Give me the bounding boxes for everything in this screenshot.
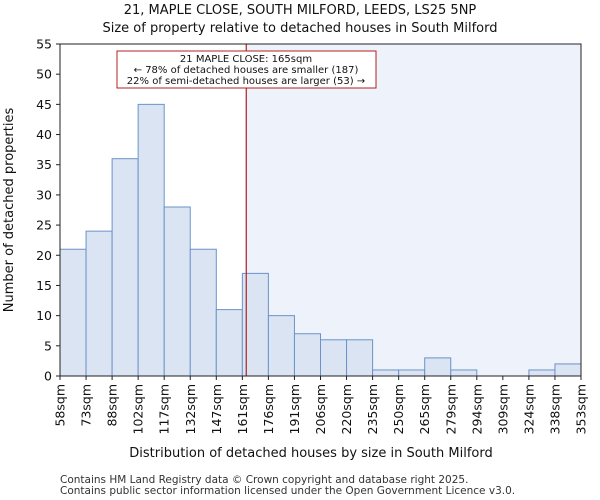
y-tick-label: 50 bbox=[36, 67, 52, 82]
x-tick-label: 176sqm bbox=[261, 384, 276, 434]
bar bbox=[85, 230, 113, 377]
x-tick-label: 235sqm bbox=[365, 384, 380, 434]
x-tick-label: 265sqm bbox=[417, 384, 432, 434]
annotation-line-2: ← 78% of detached houses are smaller (18… bbox=[134, 65, 359, 76]
x-tick-label: 206sqm bbox=[313, 384, 328, 434]
bar bbox=[215, 309, 243, 377]
larger-region-highlight bbox=[246, 44, 581, 376]
y-axis: 0 5 10 15 20 25 30 35 40 45 50 55 bbox=[36, 37, 60, 384]
x-tick-label: 147sqm bbox=[209, 384, 224, 434]
y-tick-label: 45 bbox=[36, 97, 52, 112]
chart-title: 21, MAPLE CLOSE, SOUTH MILFORD, LEEDS, L… bbox=[124, 3, 477, 18]
footer-line-1: Contains HM Land Registry data © Crown c… bbox=[60, 474, 468, 486]
y-axis-label: Number of detached properties bbox=[2, 108, 17, 313]
x-tick-label: 117sqm bbox=[157, 384, 172, 434]
bar bbox=[398, 369, 426, 377]
x-tick-label: 338sqm bbox=[547, 384, 562, 434]
x-tick-label: 58sqm bbox=[53, 384, 68, 427]
y-tick-label: 55 bbox=[36, 37, 52, 52]
bar bbox=[163, 206, 191, 377]
bar bbox=[111, 158, 139, 377]
bar bbox=[320, 339, 348, 377]
annotation-line-1: 21 MAPLE CLOSE: 165sqm bbox=[180, 54, 312, 65]
x-tick-label: 250sqm bbox=[391, 384, 406, 434]
footer-line-2: Contains public sector information licen… bbox=[60, 485, 515, 497]
bar bbox=[59, 248, 87, 377]
x-axis-label: Distribution of detached houses by size … bbox=[129, 446, 492, 461]
bar bbox=[554, 363, 582, 377]
x-tick-label: 294sqm bbox=[469, 384, 484, 434]
bar bbox=[293, 333, 322, 377]
annotation-line-3: 22% of semi-detached houses are larger (… bbox=[127, 76, 365, 87]
x-tick-label: 73sqm bbox=[79, 384, 94, 427]
x-tick-label: 353sqm bbox=[574, 384, 589, 434]
y-tick-label: 30 bbox=[36, 187, 52, 202]
x-tick-label: 102sqm bbox=[131, 384, 146, 434]
y-tick-label: 25 bbox=[36, 218, 52, 233]
chart-subtitle: Size of property relative to detached ho… bbox=[102, 21, 497, 36]
bar bbox=[450, 369, 478, 377]
x-tick-label: 309sqm bbox=[495, 384, 510, 434]
y-tick-label: 5 bbox=[44, 338, 52, 353]
y-tick-label: 35 bbox=[36, 157, 52, 172]
bar bbox=[137, 103, 165, 377]
annotation-box: 21 MAPLE CLOSE: 165sqm ← 78% of detached… bbox=[116, 50, 377, 89]
y-tick-label: 40 bbox=[36, 127, 52, 142]
x-tick-label: 324sqm bbox=[521, 384, 536, 434]
x-axis: 58sqm 73sqm 88sqm 102sqm 117sqm 132sqm 147sqm 1… bbox=[53, 376, 589, 434]
x-tick-label: 132sqm bbox=[183, 384, 198, 434]
bar bbox=[189, 248, 217, 377]
x-tick-label: 161sqm bbox=[235, 384, 250, 434]
bar bbox=[267, 315, 295, 377]
x-tick-label: 191sqm bbox=[287, 384, 302, 434]
y-tick-label: 20 bbox=[36, 248, 52, 263]
bars-group bbox=[59, 103, 582, 377]
bar bbox=[424, 357, 452, 377]
bar bbox=[372, 369, 400, 377]
x-tick-label: 279sqm bbox=[443, 384, 458, 434]
y-tick-label: 0 bbox=[44, 369, 52, 384]
y-tick-label: 15 bbox=[36, 278, 52, 293]
annotation-border bbox=[116, 50, 377, 89]
x-tick-label: 88sqm bbox=[105, 384, 120, 427]
x-tick-label: 220sqm bbox=[339, 384, 354, 434]
bar bbox=[528, 369, 556, 377]
bar bbox=[346, 339, 374, 377]
y-tick-label: 10 bbox=[36, 308, 52, 323]
